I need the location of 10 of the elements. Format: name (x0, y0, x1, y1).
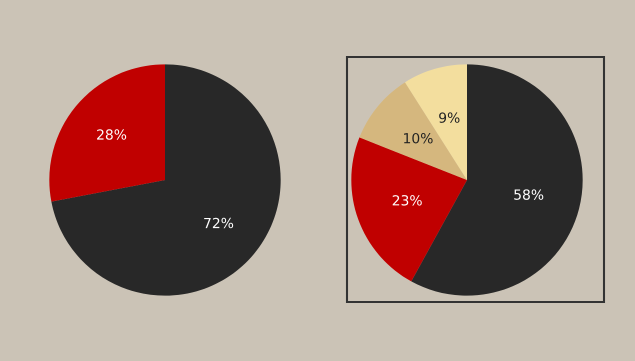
data-label: 58% (514, 189, 544, 200)
pie-slice (49, 64, 165, 202)
data-label: 9% (439, 112, 460, 123)
data-label: 72% (204, 218, 234, 228)
data-label: 28% (97, 129, 126, 140)
pie-slice (359, 82, 467, 180)
data-label: 10% (404, 132, 433, 144)
pie-slice (405, 64, 467, 180)
pie-slice (51, 64, 281, 296)
data-label: 23% (392, 195, 422, 206)
